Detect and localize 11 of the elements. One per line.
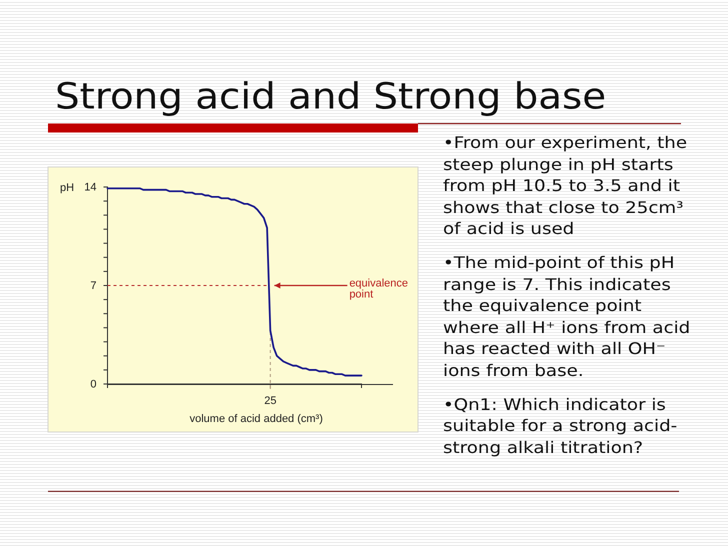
text: •From our experiment, the steep plunge in pH starts from pH 10.5 to 3.5 and it shows that close to 25cm³ of acid is used: [443, 132, 688, 240]
text: •The mid-point of this pH range is 7. This indicates the equivalence point where all H⁺ ions from acid has reacted with all OH⁻ ions from base.: [443, 252, 692, 381]
y-tick-label: 7: [90, 280, 96, 292]
y-tick-label: 0: [90, 378, 96, 391]
x-axis-title: volume of acid added (cm³): [190, 413, 323, 425]
y-tick-label: 14: [84, 182, 96, 194]
chart-title: Strong acid and Strong base: [55, 74, 606, 118]
x-tick-label: 25: [264, 394, 276, 407]
annotation: equivalence point: [349, 278, 408, 300]
y-axis-title: pH: [60, 182, 74, 194]
text: •Qn1: Which indicator is suitable for a strong acid-strong alkali titration?: [443, 394, 678, 458]
